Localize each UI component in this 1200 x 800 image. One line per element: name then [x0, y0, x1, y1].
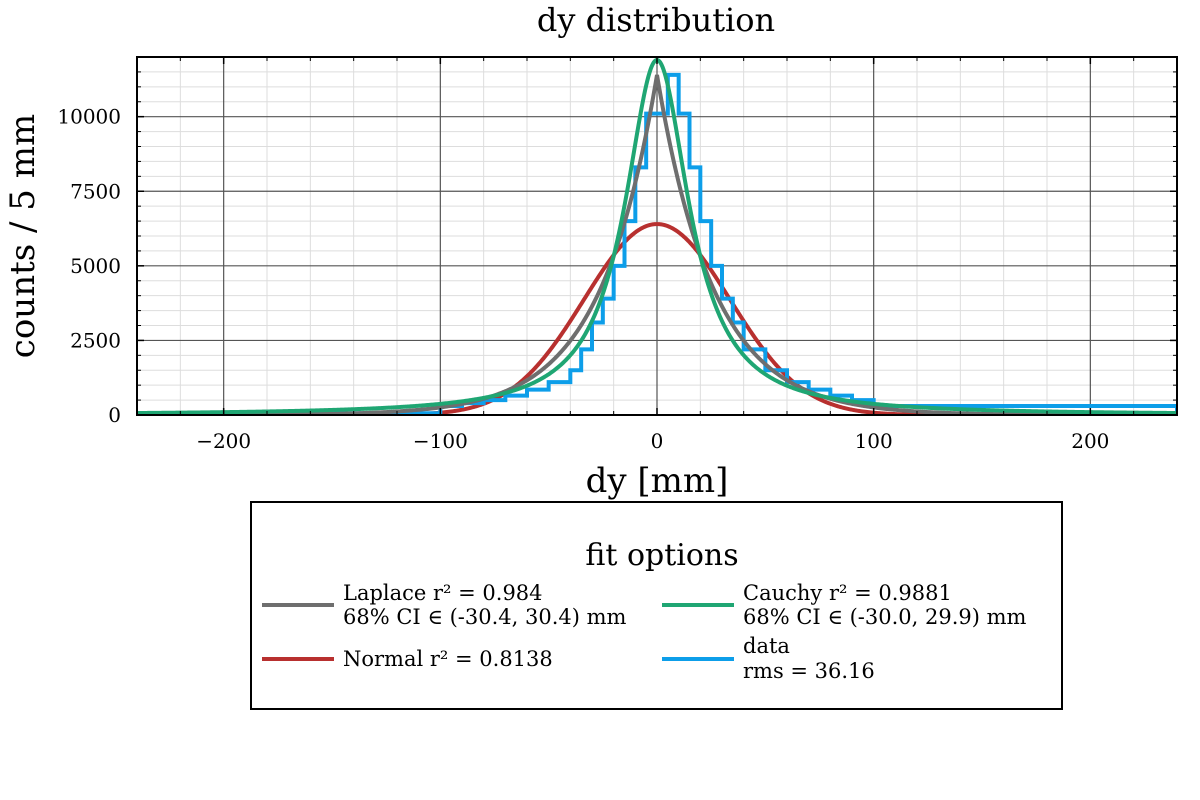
- series-normal-curve: [137, 222, 1177, 415]
- y-tick-label: 7500: [70, 179, 121, 203]
- legend-sublabel-cauchy: 68% CI ∈ (-30.0, 29.9) mm: [743, 605, 1027, 629]
- y-tick-label: 2500: [70, 328, 121, 352]
- legend-label-laplace: Laplace r² = 0.984: [343, 581, 543, 605]
- legend-title: fit options: [585, 538, 738, 573]
- y-axis-label: counts / 5 mm: [3, 114, 43, 358]
- y-tick-label: 0: [108, 403, 121, 427]
- legend-label-normal: Normal r² = 0.8138: [343, 647, 553, 671]
- axis-ticks: [136, 57, 1178, 416]
- legend-box: [250, 501, 1063, 710]
- chart-title: dy distribution: [537, 1, 775, 39]
- legend-sublabel-data: rms = 36.16: [743, 659, 875, 683]
- x-tick-label: −100: [413, 429, 468, 453]
- y-tick-label: 10000: [57, 105, 121, 129]
- y-tick-labels: 0 2500 5000 7500 10000: [57, 105, 121, 427]
- legend: fit options Laplace r² = 0.984 68% CI ∈ …: [250, 501, 1063, 710]
- y-tick-label: 5000: [70, 254, 121, 278]
- major-grid: [137, 57, 1177, 415]
- plot-area: [136, 56, 1178, 416]
- x-axis-label: dy [mm]: [586, 461, 729, 501]
- legend-sublabel-laplace: 68% CI ∈ (-30.4, 30.4) mm: [343, 605, 627, 629]
- x-tick-label: −200: [196, 429, 251, 453]
- x-tick-label: 200: [1071, 429, 1109, 453]
- legend-label-data: data: [743, 634, 790, 658]
- legend-label-cauchy: Cauchy r² = 0.9881: [743, 581, 952, 605]
- x-tick-labels: −200 −100 0 100 200: [196, 429, 1109, 453]
- x-tick-label: 0: [651, 429, 664, 453]
- x-tick-label: 100: [855, 429, 893, 453]
